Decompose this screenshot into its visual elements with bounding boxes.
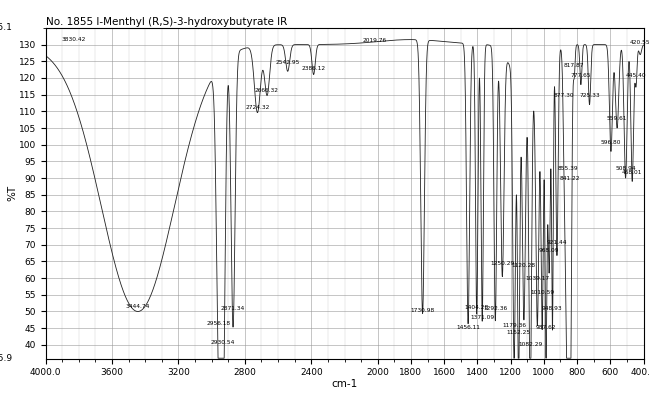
Text: 2542.95: 2542.95 [276,59,300,65]
Text: 777.65: 777.65 [571,73,591,78]
Text: 2871.34: 2871.34 [221,307,245,312]
Text: 2930.54: 2930.54 [211,340,235,345]
Text: 921.44: 921.44 [547,240,567,245]
Text: 2724.32: 2724.32 [245,105,270,110]
Text: 2386.12: 2386.12 [302,66,326,71]
Text: 420.55: 420.55 [630,39,650,45]
Text: 2956.18: 2956.18 [207,320,231,325]
Text: 817.87: 817.87 [564,63,584,68]
Text: 1371.09: 1371.09 [470,315,494,320]
Text: 877.30: 877.30 [554,93,575,98]
Text: 948.93: 948.93 [542,307,563,312]
Text: 596.80: 596.80 [601,140,621,145]
Text: 508.94: 508.94 [615,166,636,171]
Text: 1039.17: 1039.17 [525,277,549,281]
Text: 1152.25: 1152.25 [506,330,530,335]
Text: 725.33: 725.33 [579,93,600,98]
Text: 2666.32: 2666.32 [255,88,279,93]
Text: 1179.36: 1179.36 [502,323,526,328]
Text: 1082.29: 1082.29 [518,342,542,347]
Text: 135.1: 135.1 [0,23,12,32]
Text: 1292.36: 1292.36 [483,307,508,312]
Text: 841.22: 841.22 [560,177,580,181]
Text: 1250.29: 1250.29 [490,262,514,266]
Text: 3444.74: 3444.74 [125,304,150,309]
Text: 1456.11: 1456.11 [456,325,480,330]
Text: 855.39: 855.39 [558,166,578,171]
Text: No. 1855 l-Menthyl (R,S)-3-hydroxybutyrate IR: No. 1855 l-Menthyl (R,S)-3-hydroxybutyra… [46,17,287,27]
Text: 445.40: 445.40 [626,73,646,78]
Text: 35.9: 35.9 [0,354,12,363]
Text: 3830.42: 3830.42 [62,37,86,42]
Y-axis label: %T: %T [7,185,17,201]
Text: 559.61: 559.61 [607,116,627,121]
Text: 468.01: 468.01 [622,170,642,175]
X-axis label: cm-1: cm-1 [332,379,358,388]
Text: 1730.98: 1730.98 [410,308,435,313]
Text: 1120.28: 1120.28 [512,263,536,268]
Text: 987.62: 987.62 [536,325,556,330]
Text: 968.09: 968.09 [539,248,560,253]
Text: 2019.76: 2019.76 [363,38,387,43]
Text: 1010.59: 1010.59 [530,290,554,295]
Text: 1404.28: 1404.28 [465,305,489,310]
